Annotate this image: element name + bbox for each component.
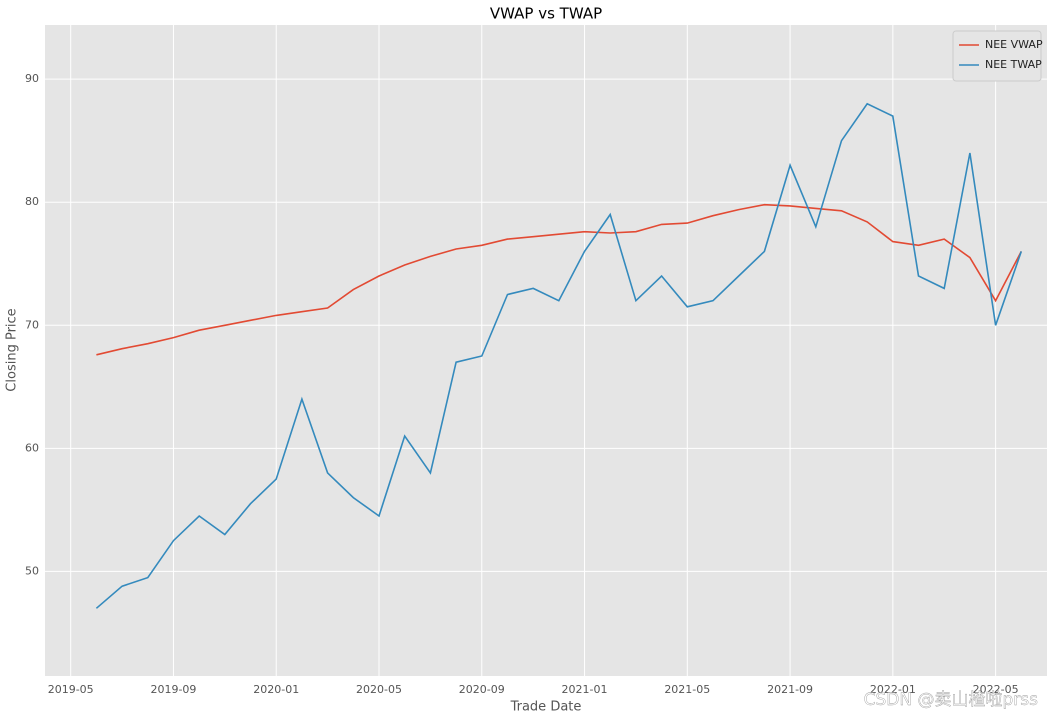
y-tick-label: 70 (25, 318, 39, 331)
x-tick-label: 2021-01 (562, 683, 608, 696)
y-axis-label: Closing Price (5, 308, 20, 391)
x-tick-label: 2022-05 (973, 683, 1019, 696)
x-tick-label: 2021-05 (664, 683, 710, 696)
line-series (95, 102, 1023, 609)
legend-label: NEE VWAP (985, 38, 1043, 51)
x-tick-label: 2022-01 (870, 683, 916, 696)
legend-box (952, 30, 1042, 82)
chart-title: VWAP vs TWAP (490, 5, 602, 23)
y-tick-label: 50 (25, 564, 39, 577)
legend-label: NEE TWAP (985, 58, 1042, 71)
x-tick-label: 2019-05 (48, 683, 94, 696)
y-tick-label: 60 (25, 441, 39, 454)
x-tick-label: 2019-09 (150, 683, 196, 696)
y-tick-label: 80 (25, 195, 39, 208)
x-axis-label: Trade Date (510, 700, 582, 715)
x-tick-label: 2020-09 (459, 683, 505, 696)
x-tick-label: 2021-09 (767, 683, 813, 696)
watermark: CSDN @卖山楂啦prss (864, 690, 1039, 710)
line-series (96, 203, 1023, 356)
x-tick-label: 2020-05 (356, 683, 402, 696)
y-tick-label: 90 (25, 72, 39, 85)
plot-area (45, 25, 1047, 676)
x-tick-label: 2020-01 (253, 683, 299, 696)
